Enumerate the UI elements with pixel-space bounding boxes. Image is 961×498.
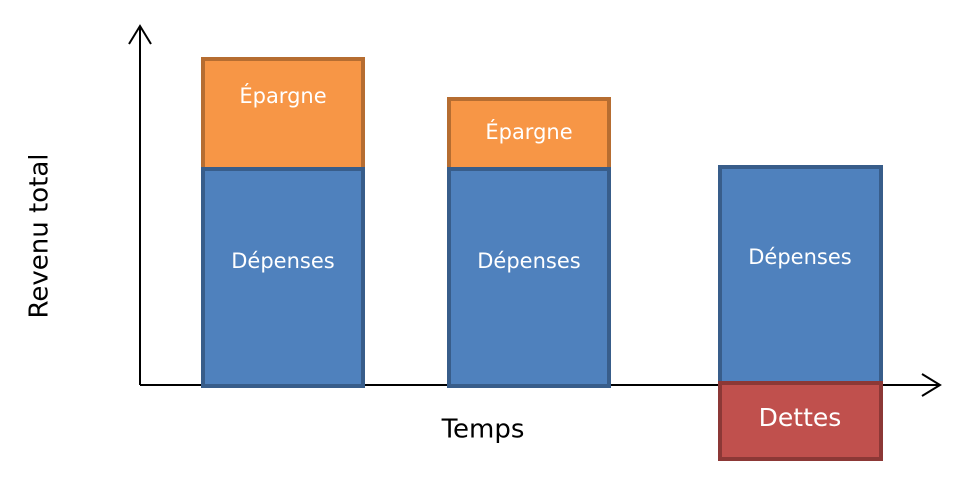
expenses-label: Dépenses bbox=[477, 249, 580, 273]
y-axis-label: Revenu total bbox=[25, 154, 55, 319]
savings-label: Épargne bbox=[485, 119, 572, 144]
savings-label: Épargne bbox=[239, 83, 326, 108]
y-axis-arrow bbox=[128, 24, 152, 45]
debt-segment bbox=[718, 381, 883, 461]
expenses-label: Dépenses bbox=[748, 245, 851, 269]
debt-label: Dettes bbox=[759, 403, 842, 432]
x-axis-label: Temps bbox=[441, 415, 525, 445]
x-axis-arrow bbox=[921, 373, 942, 397]
bar-3: Dépenses Dettes bbox=[718, 165, 883, 461]
savings-segment bbox=[447, 97, 611, 171]
expenses-segment bbox=[718, 165, 883, 385]
bar-2: Épargne Dépenses bbox=[447, 97, 611, 388]
savings-segment bbox=[201, 57, 365, 171]
expenses-segment bbox=[447, 167, 611, 388]
expenses-label: Dépenses bbox=[231, 249, 334, 273]
expenses-segment bbox=[201, 167, 365, 388]
bar-1: Épargne Dépenses bbox=[201, 57, 365, 388]
